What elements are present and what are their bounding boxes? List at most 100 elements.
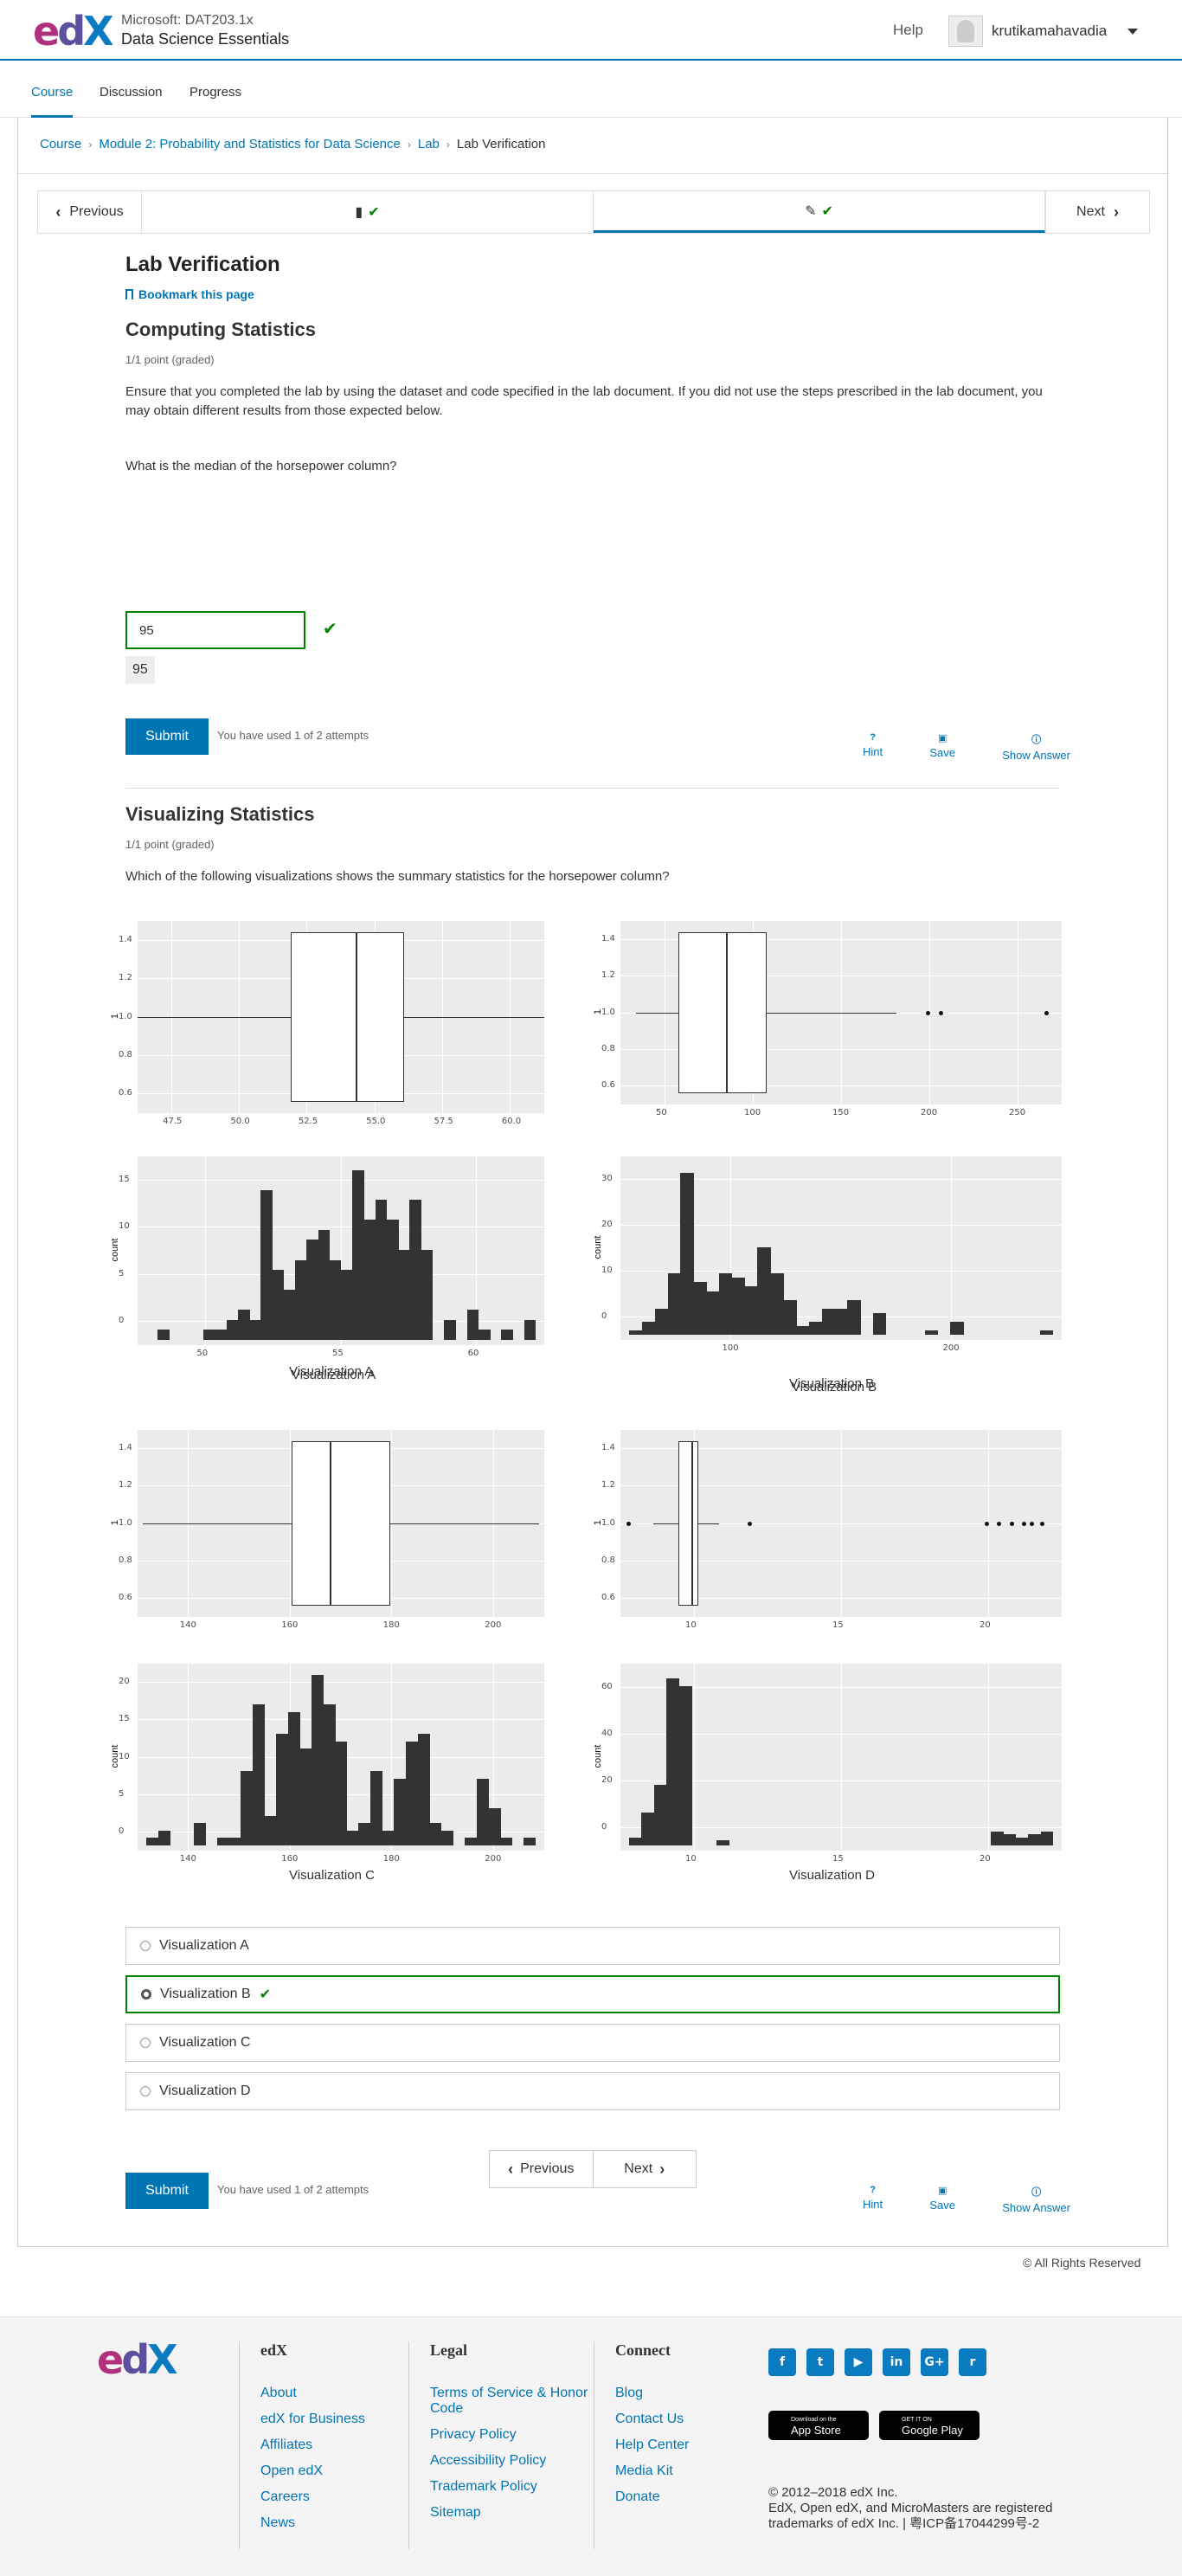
answer-input[interactable] [125, 611, 305, 649]
save-button[interactable]: ▣ Save [929, 2185, 955, 2214]
google-plus-icon[interactable]: G+ [921, 2348, 948, 2376]
save-button[interactable]: ▣ Save [929, 732, 955, 762]
tab-course[interactable]: Course [31, 85, 74, 118]
histogram-bar [311, 1674, 324, 1845]
help-link[interactable]: Help [893, 22, 923, 38]
submit-button[interactable]: Submit [125, 718, 209, 755]
x-tick-label: 160 [281, 1620, 299, 1630]
info-icon: ⓘ [1031, 735, 1042, 745]
histogram-bar [680, 1173, 694, 1335]
gridline-x [841, 1664, 842, 1851]
x-tick-label: 200 [485, 1854, 502, 1864]
bottom-next-button[interactable]: Next › [594, 2151, 697, 2187]
youtube-icon[interactable]: ▶ [845, 2348, 872, 2376]
footer-link-affiliates[interactable]: Affiliates [260, 2438, 313, 2452]
chevron-right-icon: › [446, 138, 450, 151]
footer-link-trademark[interactable]: Trademark Policy [430, 2479, 537, 2494]
username[interactable]: krutikamahavadia [992, 23, 1108, 39]
x-tick-label: 140 [179, 1854, 196, 1864]
histogram-bar [335, 1741, 348, 1845]
histogram-bar [358, 1823, 371, 1845]
y-tick-label: 1.4 [119, 935, 132, 944]
sequence-tab-reading[interactable]: ▮ ✔ [142, 191, 594, 233]
bookmark-button[interactable]: Bookmark this page [125, 287, 254, 301]
footer-link-accessibility[interactable]: Accessibility Policy [430, 2453, 547, 2468]
hint-button[interactable]: ? Hint [863, 2185, 883, 2214]
histogram-bar [653, 1785, 667, 1845]
footer-link-business[interactable]: edX for Business [260, 2412, 365, 2426]
radio-button[interactable] [140, 1941, 151, 1951]
histogram-bar [629, 1330, 643, 1335]
sequence-next-button[interactable]: Next › [1045, 191, 1149, 233]
linkedin-icon[interactable]: in [883, 2348, 910, 2376]
outlier-point [626, 1522, 631, 1526]
footer-link-donate[interactable]: Donate [615, 2489, 660, 2504]
reddit-icon[interactable]: r [959, 2348, 986, 2376]
gridline-x [476, 1156, 477, 1345]
x-tick-label: 200 [921, 1108, 938, 1117]
radio-button[interactable] [141, 1989, 151, 2000]
chevron-down-icon[interactable] [1127, 28, 1139, 35]
gridline-y [620, 1049, 1062, 1050]
footer-link-blog[interactable]: Blog [615, 2386, 644, 2400]
option-visualization-b[interactable]: Visualization B ✔ [125, 1975, 1060, 2013]
histogram-bar [873, 1312, 887, 1335]
google-play-badge[interactable]: GET IT ON Google Play [879, 2411, 980, 2440]
x-tick-label: 47.5 [163, 1117, 183, 1126]
histogram-bar [641, 1321, 656, 1335]
histogram-bar [808, 1321, 823, 1335]
sequence-tab-problem[interactable]: ✎ ✔ [594, 191, 1045, 233]
submit-button[interactable]: Submit [125, 2173, 209, 2209]
edx-logo[interactable]: edX [97, 2336, 178, 2383]
chevron-right-icon: › [88, 138, 93, 151]
option-visualization-d[interactable]: Visualization D [125, 2072, 1060, 2110]
chart-panel [138, 1664, 544, 1851]
option-visualization-c[interactable]: Visualization C [125, 2024, 1060, 2062]
show-answer-button[interactable]: ⓘ Show Answer [1002, 732, 1070, 762]
edx-logo[interactable]: edX [33, 8, 114, 55]
histogram-bar [157, 1830, 170, 1845]
x-tick-label: 160 [281, 1854, 299, 1864]
twitter-icon[interactable]: t [806, 2348, 834, 2376]
option-visualization-a[interactable]: Visualization A [125, 1927, 1060, 1965]
y-tick-label: 0.6 [601, 1080, 615, 1090]
hint-label: Hint [863, 2198, 883, 2211]
footer-link-sitemap[interactable]: Sitemap [430, 2505, 481, 2520]
problem-title: Visualizing Statistics [125, 803, 315, 825]
facebook-icon[interactable]: f [768, 2348, 796, 2376]
bottom-previous-button[interactable]: ‹ Previous [490, 2151, 594, 2187]
footer-link-media-kit[interactable]: Media Kit [615, 2463, 673, 2478]
footer-link-news[interactable]: News [260, 2515, 296, 2530]
tab-discussion[interactable]: Discussion [100, 85, 163, 100]
histogram-bar [146, 1838, 159, 1845]
x-tick-label: 60 [467, 1349, 479, 1358]
sequence-previous-button[interactable]: ‹ Previous [38, 191, 142, 233]
save-icon: ▣ [937, 733, 948, 744]
footer-link-careers[interactable]: Careers [260, 2489, 310, 2504]
breadcrumb-course[interactable]: Course [40, 137, 82, 151]
y-tick-label: 5 [119, 1789, 125, 1799]
y-tick-label: 1.2 [119, 973, 132, 982]
outlier-point [1022, 1522, 1027, 1526]
user-menu[interactable]: krutikamahavadia [948, 16, 1139, 47]
footer-link-open-edx[interactable]: Open edX [260, 2463, 324, 2478]
breadcrumb-lab[interactable]: Lab [417, 137, 440, 151]
chart-panel [620, 1156, 1062, 1340]
footer-link-privacy[interactable]: Privacy Policy [430, 2427, 517, 2442]
footer-link-contact[interactable]: Contact Us [615, 2412, 684, 2426]
avatar[interactable] [948, 16, 983, 47]
tab-progress[interactable]: Progress [190, 85, 242, 100]
radio-button[interactable] [140, 2038, 151, 2048]
histogram-bar [731, 1278, 746, 1335]
hint-button[interactable]: ? Hint [863, 732, 883, 762]
app-store-badge[interactable]: Download on the App Store [768, 2411, 869, 2440]
radio-button[interactable] [140, 2086, 151, 2096]
footer-link-terms[interactable]: Terms of Service & Honor Code [430, 2386, 588, 2416]
breadcrumb-module[interactable]: Module 2: Probability and Statistics for… [99, 137, 401, 151]
footer-link-help-center[interactable]: Help Center [615, 2438, 690, 2452]
footer-connect-column: Connect Blog Contact Us Help Center Medi… [594, 2341, 746, 2549]
footer-link-about[interactable]: About [260, 2386, 297, 2400]
x-tick-label: 50.0 [230, 1117, 250, 1126]
x-tick-label: 200 [942, 1343, 960, 1353]
show-answer-button[interactable]: ⓘ Show Answer [1002, 2185, 1070, 2214]
